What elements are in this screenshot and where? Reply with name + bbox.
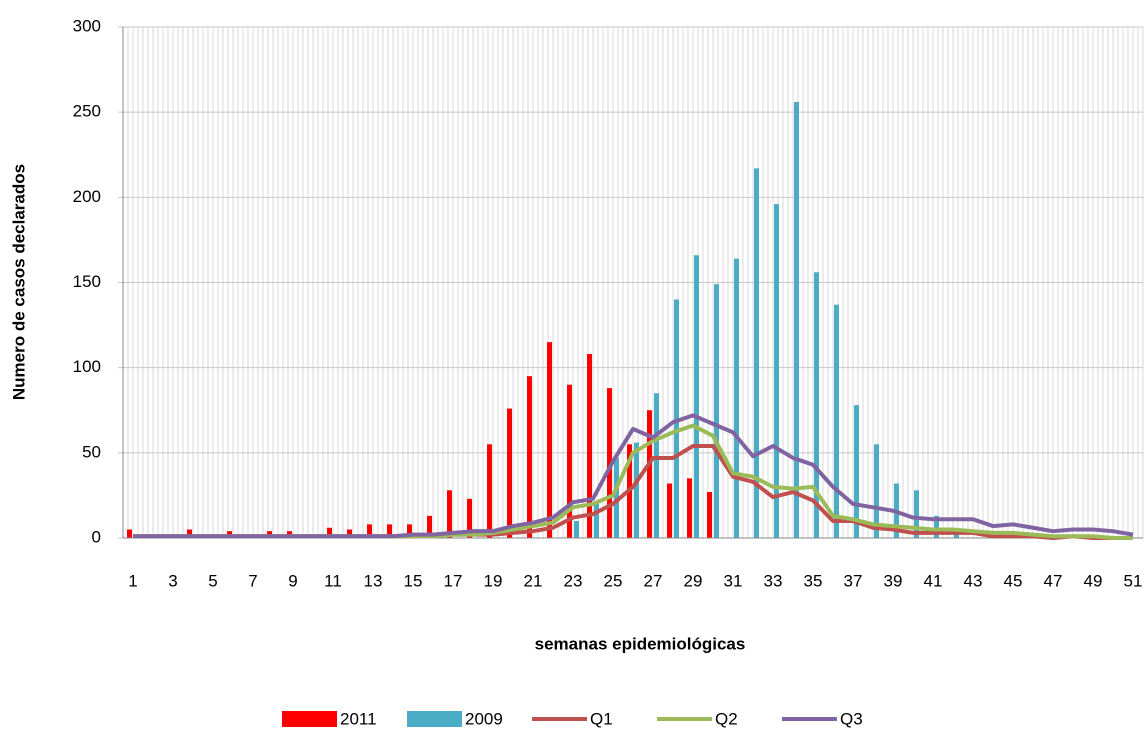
legend-label: 2009: [465, 709, 503, 728]
bar: [614, 457, 619, 538]
y-tick-label: 100: [73, 357, 101, 376]
bar: [407, 524, 412, 538]
x-tick-label: 19: [484, 571, 503, 590]
x-tick-label: 11: [324, 571, 342, 590]
bar: [774, 204, 779, 538]
bar: [447, 490, 452, 538]
bar: [814, 272, 819, 538]
legend-label: 2011: [340, 709, 377, 728]
line: [133, 413, 1134, 539]
x-tick-label: 51: [1124, 571, 1143, 590]
bar: [327, 527, 332, 538]
x-tick-label: 17: [444, 571, 463, 590]
bar: [714, 284, 719, 538]
x-tick-label: 29: [684, 571, 703, 590]
y-tick-label: 150: [73, 272, 101, 291]
y-tick-label: 300: [73, 16, 101, 35]
bar: [707, 492, 712, 538]
bar: [794, 101, 799, 539]
x-tick-label: 31: [724, 571, 743, 590]
x-tick-label: 25: [604, 571, 623, 590]
x-tick-label: 5: [208, 571, 217, 590]
bar: [527, 376, 532, 538]
x-tick-label: 45: [1004, 571, 1023, 590]
bar: [654, 393, 659, 538]
bar: [854, 405, 859, 538]
bar: [694, 255, 699, 538]
bar: [347, 529, 352, 538]
y-tick-label: 0: [92, 527, 101, 546]
bar: [467, 498, 472, 538]
bar: [507, 408, 512, 538]
bar: [547, 342, 552, 538]
x-tick-label: 39: [884, 571, 903, 590]
legend-label: Q2: [715, 709, 738, 728]
bar: [387, 524, 392, 538]
bar: [874, 444, 879, 538]
bar: [607, 388, 612, 538]
bar: [187, 529, 192, 538]
bar: [834, 304, 839, 538]
x-tick-label: 43: [964, 571, 983, 590]
bar: [487, 444, 492, 538]
x-tick-label: 47: [1044, 571, 1063, 590]
x-tick-label: 1: [128, 571, 137, 590]
x-axis-title: semanas epidemiológicas: [535, 634, 746, 653]
bar: [634, 442, 639, 538]
bar: [934, 515, 939, 538]
bar: [647, 410, 652, 538]
bar: [687, 478, 692, 538]
x-tick-label: 7: [248, 571, 257, 590]
x-tick-label: 3: [168, 571, 177, 590]
x-tick-label: 33: [764, 571, 783, 590]
legend-swatch: [407, 711, 462, 727]
bar: [367, 524, 372, 538]
bar: [567, 384, 572, 538]
x-tick-label: 35: [804, 571, 823, 590]
x-tick-label: 15: [404, 571, 423, 590]
bar: [674, 299, 679, 538]
x-tick-label: 41: [924, 571, 943, 590]
y-axis-title: Numero de casos declarados: [9, 164, 28, 400]
x-tick-label: 23: [564, 571, 583, 590]
y-tick-label: 250: [73, 102, 101, 121]
x-tick-label: 13: [364, 571, 383, 590]
bar: [667, 483, 672, 538]
x-tick-label: 9: [288, 571, 297, 590]
legend-label: Q3: [840, 709, 863, 728]
legend-label: Q1: [590, 709, 613, 728]
bar: [587, 354, 592, 538]
y-tick-label: 200: [73, 187, 101, 206]
bar: [754, 168, 759, 539]
x-tick-label: 49: [1084, 571, 1103, 590]
x-tick-label: 21: [524, 571, 543, 590]
x-tick-label: 37: [844, 571, 863, 590]
bar: [594, 503, 599, 538]
bar: [427, 515, 432, 538]
bar: [914, 490, 919, 538]
bar: [734, 258, 739, 538]
bar: [574, 520, 579, 538]
legend-swatch: [282, 711, 337, 727]
bar: [127, 529, 132, 538]
y-tick-label: 50: [82, 442, 101, 461]
x-tick-label: 27: [644, 571, 663, 590]
